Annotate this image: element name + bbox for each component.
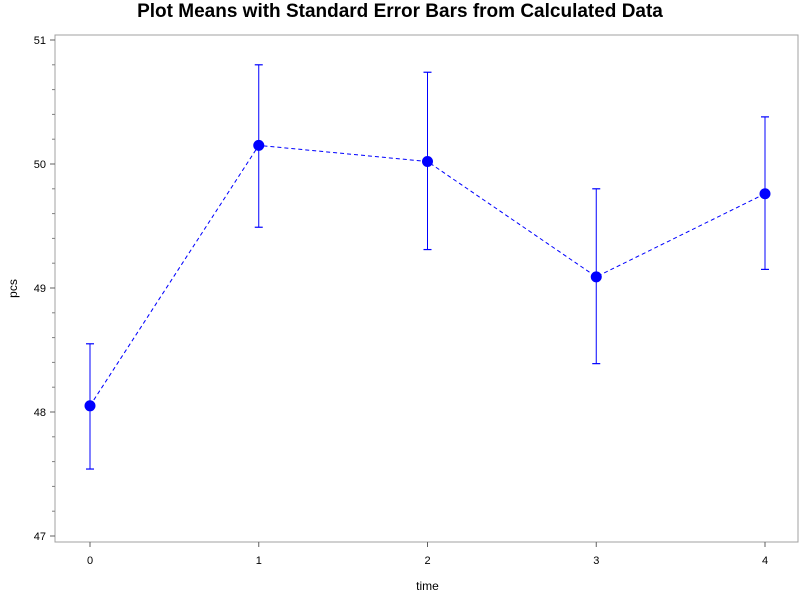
y-axis: 47 48 49 50 51 (34, 35, 55, 543)
chart-title: Plot Means with Standard Error Bars from… (137, 1, 663, 22)
y-tick-label: 50 (34, 159, 46, 171)
data-point (253, 139, 265, 151)
data-point (84, 400, 96, 412)
series-layer (84, 64, 771, 470)
y-tick-label: 49 (34, 283, 46, 295)
data-point (759, 188, 771, 200)
x-tick-label: 2 (424, 555, 430, 567)
x-tick-label: 3 (593, 555, 599, 567)
y-axis-label: pcs (6, 279, 20, 298)
x-tick-label: 0 (87, 555, 93, 567)
y-tick-label: 51 (34, 35, 46, 47)
x-tick-label: 1 (256, 555, 262, 567)
y-tick-label: 48 (34, 407, 46, 419)
y-tick-label: 47 (34, 531, 46, 543)
x-tick-label: 4 (762, 555, 768, 567)
x-axis-label: time (416, 579, 439, 593)
data-point (422, 156, 433, 168)
x-axis: 0 1 2 3 4 (87, 542, 768, 567)
data-point (590, 271, 602, 283)
